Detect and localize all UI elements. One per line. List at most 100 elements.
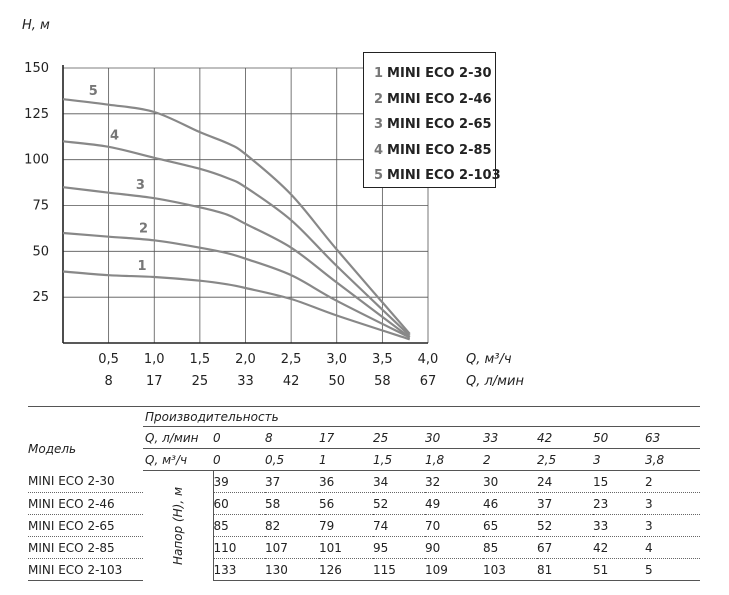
head-value-cell: 3: [645, 514, 701, 537]
performance-table: Производительность Модель Q, л/мин 0 8 17 2…: [28, 406, 701, 581]
x-axis-label-lmin: Q, л/мин: [466, 374, 524, 389]
head-value-cell: 5: [645, 558, 701, 581]
curve-number-label: 1: [137, 259, 146, 274]
head-value-cell: 107: [265, 536, 319, 559]
model-name-cell: MINI ECO 2-85: [28, 536, 143, 559]
head-value-cell: 24: [537, 470, 593, 493]
head-value-cell: 101: [319, 536, 373, 559]
head-value-cell: 33: [593, 514, 645, 537]
x-tick-label-m3h: 3,5: [372, 352, 393, 367]
legend-item-2: 2 MINI ECO 2-46: [374, 91, 492, 107]
head-value-cell: 85: [483, 536, 537, 559]
legend-item-3: 3 MINI ECO 2-65: [374, 117, 492, 132]
q-lmin-cell: 42: [537, 426, 593, 449]
head-value-cell: 67: [537, 536, 593, 559]
y-axis-label: H, м: [22, 18, 50, 33]
x-tick-label-lmin: 42: [283, 374, 300, 389]
head-value-cell: 109: [425, 558, 483, 581]
head-value-cell: 30: [483, 470, 537, 493]
legend-item-5: 5 MINI ECO 2-103: [374, 168, 501, 183]
head-value-cell: 60: [213, 492, 265, 515]
x-tick-label-m3h: 1,0: [144, 352, 165, 367]
head-value-cell: 39: [213, 470, 265, 493]
q-m3h-cell: 0,5: [265, 448, 319, 471]
curve-series-2: [62, 231, 411, 339]
head-value-cell: 56: [319, 492, 373, 515]
head-value-cell: 52: [373, 492, 425, 515]
q-m3h-cell: 0: [213, 448, 265, 471]
chart-legend: 1 MINI ECO 2-30 2 MINI ECO 2-46 3 MINI ECO …: [363, 52, 501, 188]
head-value-cell: 34: [373, 470, 425, 493]
head-value-cell: 126: [319, 558, 373, 581]
y-tick-label: 75: [32, 199, 49, 214]
y-tick-label: 25: [32, 290, 49, 305]
head-value-cell: 32: [425, 470, 483, 493]
head-value-cell: 79: [319, 514, 373, 537]
head-value-cell: 130: [265, 558, 319, 581]
x-tick-label-m3h: 1,5: [190, 352, 211, 367]
head-value-cell: 49: [425, 492, 483, 515]
curve-number-label: 4: [110, 129, 119, 144]
x-tick-label-m3h: 0,5: [98, 352, 119, 367]
q-lmin-cell: 33: [483, 426, 537, 449]
head-value-cell: 52: [537, 514, 593, 537]
table-row: MINI ECO 2-46 60 58 56 52 49 46 37 23 3: [28, 492, 701, 515]
model-name-cell: MINI ECO 2-46: [28, 492, 143, 515]
head-value-cell: 58: [265, 492, 319, 515]
head-value-cell: 65: [483, 514, 537, 537]
x-tick-label-lmin: 17: [146, 374, 163, 389]
head-axis-label: Напор (H), м: [143, 470, 214, 581]
legend-item-4: 4 MINI ECO 2-85: [374, 142, 492, 158]
head-value-cell: 37: [265, 470, 319, 493]
curve-series-5: [62, 98, 411, 335]
x-tick-label-m3h: 2,5: [281, 352, 302, 367]
x-tick-label-lmin: 33: [237, 374, 254, 389]
table-row: MINI ECO 2-65 85 82 79 74 70 65 52 33 3: [28, 514, 701, 537]
head-value-cell: 4: [645, 536, 701, 559]
head-value-cell: 51: [593, 558, 645, 581]
y-tick-label: 125: [24, 107, 49, 122]
head-value-cell: 23: [593, 492, 645, 515]
head-value-cell: 110: [213, 536, 265, 559]
curve-series-4: [62, 140, 411, 337]
model-header: Модель: [28, 441, 77, 456]
head-value-cell: 70: [425, 514, 483, 537]
x-tick-label-lmin: 50: [328, 374, 345, 389]
curve-series-1: [62, 270, 411, 341]
curve-number-label: 2: [139, 222, 148, 237]
x-tick-label-lmin: 67: [420, 374, 437, 389]
model-name-cell: MINI ECO 2-65: [28, 514, 143, 537]
head-value-cell: 82: [265, 514, 319, 537]
head-value-cell: 2: [645, 470, 701, 493]
q-lmin-cell: 8: [265, 426, 319, 449]
curve-number-label: 3: [136, 178, 145, 193]
y-tick-label: 50: [32, 244, 49, 259]
head-value-cell: 74: [373, 514, 425, 537]
y-tick-label: 100: [24, 153, 49, 168]
x-tick-label-m3h: 3,0: [326, 352, 347, 367]
head-value-cell: 133: [213, 558, 265, 581]
x-axis-label-m3h: Q, м³/ч: [466, 352, 512, 367]
table-row: MINI ECO 2-103 133 130 126 115 109 103 81 51 5: [28, 558, 701, 581]
model-name-cell: MINI ECO 2-30: [28, 470, 143, 493]
table-row: MINI ECO 2-30 Напор (H), м 39 37 36 34 32 30 24 1…: [28, 470, 701, 581]
head-value-cell: 3: [645, 492, 701, 515]
head-value-cell: 81: [537, 558, 593, 581]
q-m3h-cell: 1: [319, 448, 373, 471]
q-lmin-cell: 30: [425, 426, 483, 449]
q-lmin-label: Q, л/мин: [143, 426, 213, 449]
q-m3h-cell: 2: [483, 448, 537, 471]
q-m3h-cell: 1,5: [373, 448, 425, 471]
x-tick-label-lmin: 25: [192, 374, 209, 389]
q-m3h-cell: 1,8: [425, 448, 483, 471]
performance-title: Производительность: [143, 406, 701, 427]
q-m3h-label: Q, м³/ч: [143, 448, 213, 471]
model-name-cell: MINI ECO 2-103: [28, 558, 143, 581]
head-value-cell: 90: [425, 536, 483, 559]
table-row: MINI ECO 2-85 110 107 101 95 90 85 67 42 4: [28, 536, 701, 559]
head-value-cell: 95: [373, 536, 425, 559]
x-tick-label-m3h: 4,0: [418, 352, 439, 367]
x-tick-label-lmin: 8: [104, 374, 112, 389]
y-tick-label: 150: [24, 61, 49, 76]
head-value-cell: 103: [483, 558, 537, 581]
